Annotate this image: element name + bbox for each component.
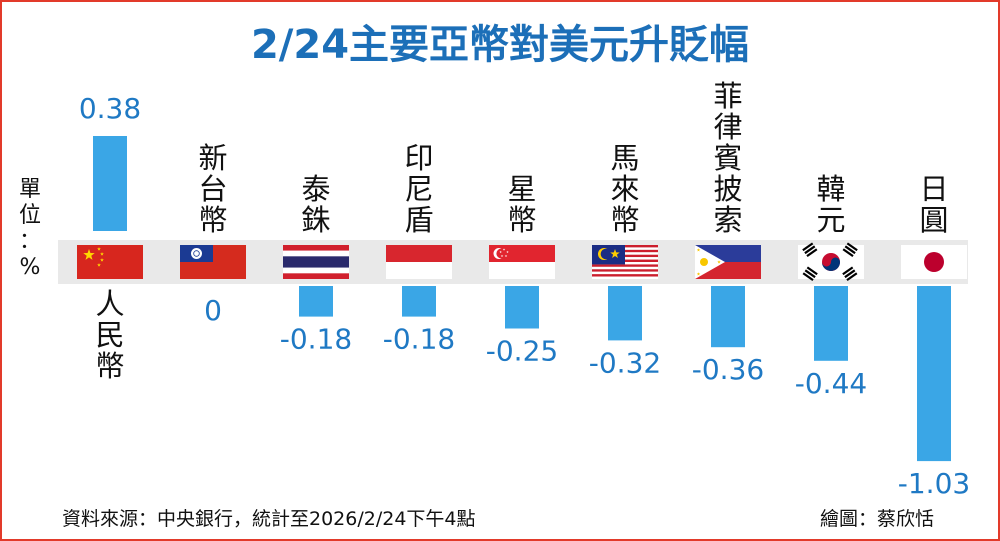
bar-3 [402,286,436,317]
unit-label: 單位：% [19,177,41,280]
category-label-7: 韓 [816,172,845,206]
unit-label-char: 位 [19,203,41,228]
singapore-flag [489,245,555,279]
category-label-6: 賓 [713,141,742,175]
category-label-2: 泰 [301,172,330,206]
bar-7 [814,286,848,361]
value-label-6: -0.36 [692,353,764,386]
japan-flag [901,245,967,279]
category-label-4: 幣 [507,203,536,237]
category-label-3: 尼 [404,172,433,206]
category-label-6: 披 [713,172,742,206]
value-label-1: 0 [204,294,222,327]
bars-group [93,136,951,462]
category-label-3: 印 [404,141,433,175]
south-korea-flag [798,242,864,282]
source-note: 資料來源：中央銀行，統計至2026/2/24下午4點 [62,508,476,530]
category-label-7: 元 [816,203,845,237]
category-label-6: 菲 [713,79,742,113]
value-label-7: -0.44 [795,367,867,400]
bar-4 [505,286,539,329]
value-labels-group: 0.38 0 -0.18 -0.18 -0.25 -0.32 -0.36 -0.44 -1.03 [79,92,970,500]
category-label-0: 人 [95,287,124,321]
category-label-5: 幣 [610,203,639,237]
thailand-flag [283,245,349,279]
value-label-8: -1.03 [898,467,970,500]
category-label-6: 索 [713,203,742,237]
value-label-3: -0.18 [383,323,455,356]
unit-label-char: 單 [19,177,41,202]
indonesia-flag [386,245,452,279]
category-label-6: 律 [713,110,742,144]
bar-0 [93,136,127,231]
category-label-1: 新 [198,141,227,175]
bar-6 [711,286,745,348]
value-label-0: 0.38 [79,92,141,125]
flags-group [77,242,967,282]
taiwan-flag [180,245,246,279]
category-label-0: 幣 [95,349,124,383]
value-label-4: -0.25 [486,335,558,368]
china-flag [77,245,143,279]
unit-label-char: % [20,255,41,280]
unit-label-char: ： [19,229,41,254]
category-label-1: 幣 [198,203,227,237]
category-label-2: 銖 [301,203,330,237]
category-label-0: 民 [95,318,124,352]
category-label-3: 盾 [404,203,433,237]
malaysia-flag [592,245,658,279]
category-label-8: 圓 [919,203,948,237]
bar-8 [917,286,951,462]
bar-2 [299,286,333,317]
bar-5 [608,286,642,341]
philippines-flag [695,245,761,279]
value-label-5: -0.32 [589,346,661,379]
category-label-8: 日 [919,172,948,206]
category-label-5: 馬 [610,141,639,175]
chart-title: 2/24主要亞幣對美元升貶幅 [251,22,749,68]
category-label-1: 台 [198,172,227,206]
credit-note: 繪圖：蔡欣恬 [820,508,934,530]
value-label-2: -0.18 [280,323,352,356]
category-label-5: 來 [610,172,639,206]
category-label-4: 星 [507,172,536,206]
